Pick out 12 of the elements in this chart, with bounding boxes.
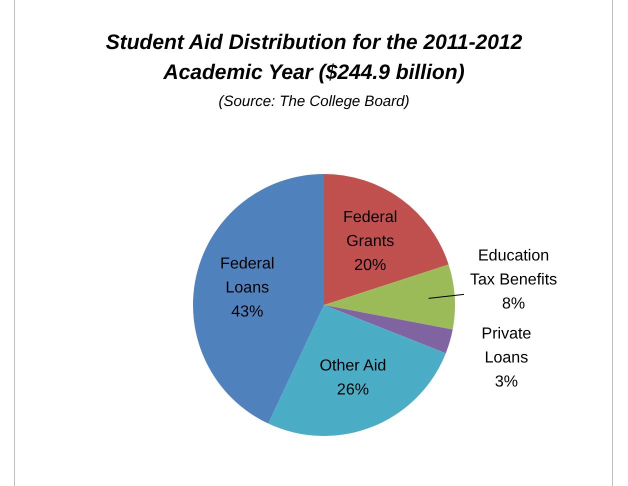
data-label: 3% — [494, 373, 518, 390]
data-label: 26% — [336, 381, 369, 398]
data-label: 43% — [231, 303, 264, 320]
data-label: 20% — [354, 256, 386, 274]
slice-label: Other Aid — [320, 357, 386, 374]
chart-subtitle: (Source: The College Board) — [218, 93, 410, 110]
data-label: 8% — [502, 295, 526, 312]
slice-label: Education Tax Benefits — [470, 247, 558, 288]
slice-label: Federal Loans — [220, 255, 274, 296]
slice-label: Federal Grants — [343, 208, 398, 250]
chart-title: Student Aid Distribution for the 2011-2012 Academic Year ($244.9 billion) — [104, 30, 524, 86]
slice-label: Private Loans — [482, 325, 532, 366]
